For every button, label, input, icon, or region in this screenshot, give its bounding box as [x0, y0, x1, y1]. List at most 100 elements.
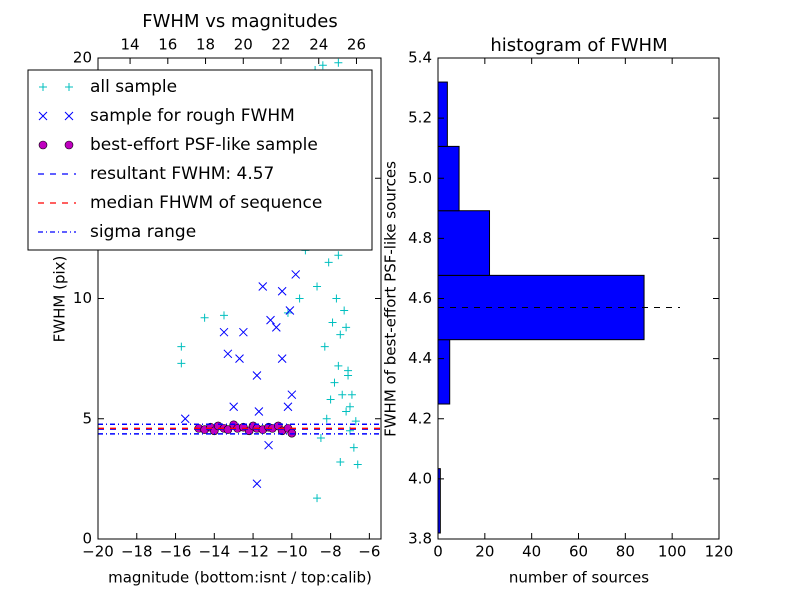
y-tick-label: 3.8	[408, 530, 432, 548]
x-tick-label: 40	[522, 543, 541, 561]
x-marker	[254, 407, 264, 416]
circle-marker	[38, 140, 48, 150]
x-marker	[239, 327, 248, 337]
x-tick-label: −18	[121, 543, 153, 561]
plus-marker	[313, 494, 322, 503]
y-tick-label: 4.0	[408, 469, 432, 487]
plus-marker	[353, 460, 362, 469]
legend-label: median FHWM of sequence	[90, 193, 322, 213]
y-tick-label: 5	[82, 409, 92, 427]
plus-marker	[338, 390, 347, 399]
plus-marker	[313, 282, 322, 291]
top-x-tick-label: 24	[309, 36, 328, 54]
top-x-tick-label: 16	[158, 36, 177, 54]
x-tick-label: −20	[82, 543, 114, 561]
x-marker	[264, 440, 273, 450]
x-tick-label: −16	[160, 543, 192, 561]
x-axis-label: magnitude (bottom:isnt / top:calib)	[108, 569, 372, 587]
chart-title: histogram of FWHM	[490, 35, 667, 56]
legend-label: all sample	[90, 77, 177, 97]
plus-marker	[318, 61, 327, 70]
plus-marker	[177, 342, 186, 351]
chart-title: FWHM vs magnitudes	[142, 11, 337, 32]
circle-marker	[64, 140, 74, 150]
x-marker	[64, 111, 74, 121]
top-x-tick-label: 18	[196, 36, 215, 54]
y-tick-label: 20	[73, 49, 92, 67]
legend-box	[27, 69, 373, 251]
x-marker	[180, 414, 190, 424]
y-tick-label: 10	[73, 289, 92, 307]
plus-marker	[324, 258, 333, 267]
x-marker	[291, 270, 301, 279]
plus-marker	[336, 458, 345, 467]
y-tick-label: 5.4	[408, 49, 432, 67]
plus-marker	[330, 378, 339, 387]
plus-marker	[349, 443, 358, 452]
x-marker	[252, 371, 262, 380]
plus-marker	[320, 342, 329, 351]
x-tick-label: 100	[658, 543, 687, 561]
plus-marker	[347, 390, 356, 399]
top-x-tick-label: 20	[234, 36, 253, 54]
y-tick-label: 0	[82, 530, 92, 548]
x-marker	[277, 354, 287, 363]
plus-marker	[316, 433, 325, 442]
y-axis-label: FWHM of best-effort PSF-like sources	[382, 161, 400, 437]
top-x-tick-label: 14	[121, 36, 140, 54]
plus-marker	[219, 311, 228, 320]
plus-marker	[345, 402, 354, 411]
y-tick-label: 4.4	[408, 349, 432, 367]
x-tick-label: −6	[358, 543, 380, 561]
x-marker	[252, 479, 262, 489]
plus-marker	[326, 395, 335, 404]
y-tick-label: 4.6	[408, 289, 432, 307]
plus-marker	[342, 323, 351, 332]
plus-marker	[328, 318, 337, 327]
x-tick-label: 0	[433, 543, 443, 561]
top-x-tick-label: 26	[347, 36, 366, 54]
legend-label: best-effort PSF-like sample	[90, 135, 318, 155]
x-marker	[258, 282, 268, 291]
plus-marker	[177, 359, 186, 368]
legend: all sample sample for rough FWHM best-effo…	[27, 69, 373, 251]
x-marker	[219, 327, 229, 337]
x-tick-label: −10	[276, 543, 308, 561]
x-marker	[271, 323, 281, 332]
plus-marker	[200, 313, 209, 322]
x-marker	[285, 306, 295, 315]
plus-marker	[334, 361, 343, 370]
y-tick-label: 4.2	[408, 409, 432, 427]
x-tick-label: 20	[475, 543, 494, 561]
top-x-tick-label: 22	[271, 36, 290, 54]
plus-marker	[39, 83, 47, 91]
plus-marker	[65, 83, 73, 91]
y-tick-label: 5.2	[408, 109, 432, 127]
x-tick-label: 120	[705, 543, 734, 561]
plus-marker	[334, 251, 343, 260]
legend-label: sigma range	[90, 222, 196, 242]
x-marker	[283, 402, 293, 412]
x-marker	[235, 354, 244, 363]
x-marker	[266, 315, 275, 325]
plus-marker	[334, 58, 343, 67]
x-tick-label: −12	[237, 543, 269, 561]
plus-marker	[322, 414, 331, 423]
x-tick-label: 60	[569, 543, 588, 561]
legend-label: sample for rough FWHM	[90, 106, 295, 126]
plus-marker	[336, 330, 345, 339]
plus-marker	[345, 426, 354, 435]
x-tick-label: −8	[320, 543, 342, 561]
plus-marker	[344, 371, 353, 380]
histogram-bar	[437, 339, 451, 405]
plus-marker	[340, 306, 349, 315]
y-tick-label: 4.8	[408, 229, 432, 247]
x-axis-label: number of sources	[509, 569, 649, 587]
x-marker	[229, 402, 239, 412]
x-marker	[287, 390, 297, 400]
histogram-bar	[437, 81, 448, 147]
legend-label: resultant FWHM: 4.57	[90, 164, 274, 184]
plus-marker	[295, 294, 304, 303]
plus-marker	[351, 417, 360, 426]
x-marker	[38, 111, 48, 121]
